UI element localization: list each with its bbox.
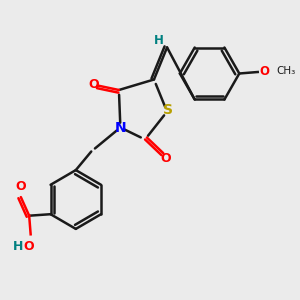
- Text: H: H: [13, 240, 23, 253]
- Text: N: N: [115, 121, 126, 134]
- Text: S: S: [163, 103, 173, 117]
- Text: O: O: [88, 78, 99, 92]
- Text: CH₃: CH₃: [276, 66, 296, 76]
- Text: H: H: [154, 34, 164, 47]
- Text: O: O: [160, 152, 171, 165]
- Text: O: O: [23, 240, 34, 253]
- Text: O: O: [259, 65, 269, 78]
- Text: O: O: [15, 181, 26, 194]
